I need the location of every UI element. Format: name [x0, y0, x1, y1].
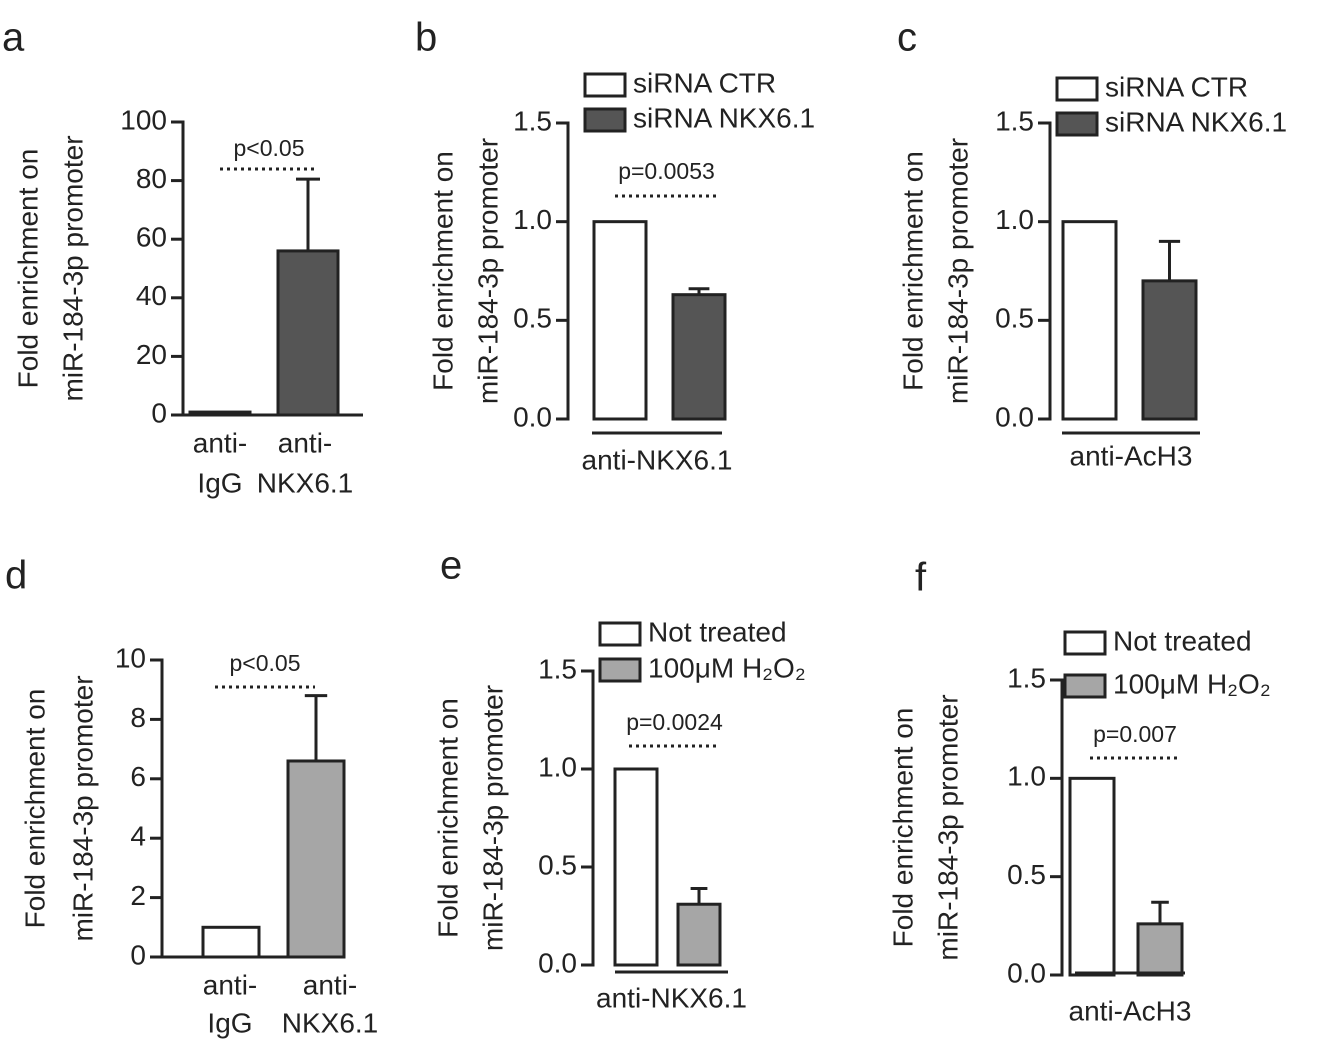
- legend-label: 100μM H₂O₂: [648, 652, 806, 683]
- legend-swatch: [1055, 76, 1099, 102]
- x-tick-label: anti-AcH3: [1070, 440, 1193, 471]
- y-tick-label: 1.0: [538, 751, 577, 782]
- y-axis-label: Fold enrichment on: [427, 151, 458, 391]
- legend-swatch: [1063, 630, 1107, 656]
- x-tick-label: IgG: [207, 1007, 252, 1038]
- y-axis-label: miR-184-3p promoter: [932, 694, 963, 960]
- panel-label: d: [5, 554, 27, 598]
- bar: [286, 759, 346, 959]
- panel-label: a: [2, 16, 25, 60]
- x-tick-label: IgG: [197, 467, 242, 498]
- y-tick-label: 1.5: [538, 653, 577, 684]
- y-axis-label: miR-184-3p promoter: [67, 675, 98, 941]
- significance-label: p=0.007: [1093, 721, 1177, 747]
- y-tick-label: 0: [151, 397, 167, 428]
- y-axis-label: miR-184-3p promoter: [942, 138, 973, 404]
- y-tick-label: 1.0: [995, 204, 1034, 235]
- y-axis-label: Fold enrichment on: [19, 689, 50, 929]
- legend-swatch: [598, 657, 642, 683]
- y-tick-label: 1.0: [1007, 761, 1046, 792]
- y-tick-label: 4: [130, 821, 146, 852]
- y-tick-label: 0.0: [513, 401, 552, 432]
- x-tick-label: NKX6.1: [257, 467, 354, 498]
- x-tick-label: anti-: [193, 427, 247, 458]
- y-axis-label: miR-184-3p promoter: [472, 138, 503, 404]
- legend-label: siRNA CTR: [1105, 71, 1248, 102]
- y-tick-label: 0.5: [995, 303, 1034, 334]
- legend-label: Not treated: [1113, 625, 1252, 656]
- bar: [1068, 776, 1116, 977]
- y-axis-label: miR-184-3p promoter: [477, 685, 508, 951]
- significance-label: p=0.0053: [618, 158, 715, 184]
- y-tick-label: 100: [120, 104, 167, 135]
- y-axis-label: Fold enrichment on: [12, 149, 43, 389]
- bar: [188, 410, 252, 417]
- bar: [676, 902, 722, 967]
- significance-label: p<0.05: [230, 650, 301, 676]
- y-tick-label: 1.5: [1007, 662, 1046, 693]
- y-axis-label: miR-184-3p promoter: [57, 135, 88, 401]
- legend-label: siRNA NKX6.1: [633, 102, 815, 133]
- legend-swatch: [1063, 673, 1107, 699]
- y-tick-label: 0: [130, 939, 146, 970]
- y-tick-label: 1.0: [513, 204, 552, 235]
- legend-label: Not treated: [648, 616, 787, 647]
- bar: [276, 249, 340, 417]
- bar: [1061, 220, 1118, 421]
- x-tick-label: anti-: [303, 969, 357, 1000]
- y-tick-label: 10: [115, 642, 146, 673]
- y-tick-label: 6: [130, 761, 146, 792]
- x-tick-label: anti-AcH3: [1069, 995, 1192, 1026]
- x-tick-label: anti-NKX6.1: [582, 444, 733, 475]
- bar: [201, 925, 261, 959]
- legend-swatch: [583, 107, 627, 133]
- panel-label: b: [415, 16, 437, 60]
- y-tick-label: 1.5: [995, 105, 1034, 136]
- y-tick-label: 0.5: [1007, 859, 1046, 890]
- x-tick-label: anti-: [203, 969, 257, 1000]
- y-tick-label: 40: [136, 280, 167, 311]
- bar: [592, 220, 648, 421]
- legend-label: siRNA NKX6.1: [1105, 106, 1287, 137]
- y-tick-label: 2: [130, 880, 146, 911]
- y-tick-label: 0.5: [513, 303, 552, 334]
- y-tick-label: 0.0: [1007, 957, 1046, 988]
- y-axis-label: Fold enrichment on: [432, 698, 463, 938]
- y-tick-label: 0.0: [538, 947, 577, 978]
- x-tick-label: NKX6.1: [282, 1007, 379, 1038]
- x-tick-label: anti-: [278, 427, 332, 458]
- legend-label: 100μM H₂O₂: [1113, 668, 1271, 699]
- legend-swatch: [1055, 111, 1099, 137]
- panel-label: c: [897, 16, 917, 60]
- y-tick-label: 0.5: [538, 849, 577, 880]
- bar: [671, 293, 727, 421]
- bar: [613, 767, 659, 967]
- legend-swatch: [583, 72, 627, 98]
- panel-label: e: [440, 544, 462, 588]
- significance-label: p<0.05: [234, 135, 305, 161]
- x-tick-label: anti-NKX6.1: [596, 982, 747, 1013]
- legend-label: siRNA CTR: [633, 67, 776, 98]
- legend-swatch: [598, 621, 642, 647]
- y-tick-label: 80: [136, 163, 167, 194]
- significance-label: p=0.0024: [626, 709, 723, 735]
- y-tick-label: 20: [136, 339, 167, 370]
- y-tick-label: 1.5: [513, 105, 552, 136]
- bar: [1141, 279, 1198, 421]
- bar: [1136, 922, 1184, 977]
- panel-label: f: [915, 556, 927, 600]
- y-tick-label: 60: [136, 222, 167, 253]
- y-axis-label: Fold enrichment on: [897, 151, 928, 391]
- y-axis-label: Fold enrichment on: [887, 708, 918, 948]
- y-tick-label: 0.0: [995, 401, 1034, 432]
- y-tick-label: 8: [130, 702, 146, 733]
